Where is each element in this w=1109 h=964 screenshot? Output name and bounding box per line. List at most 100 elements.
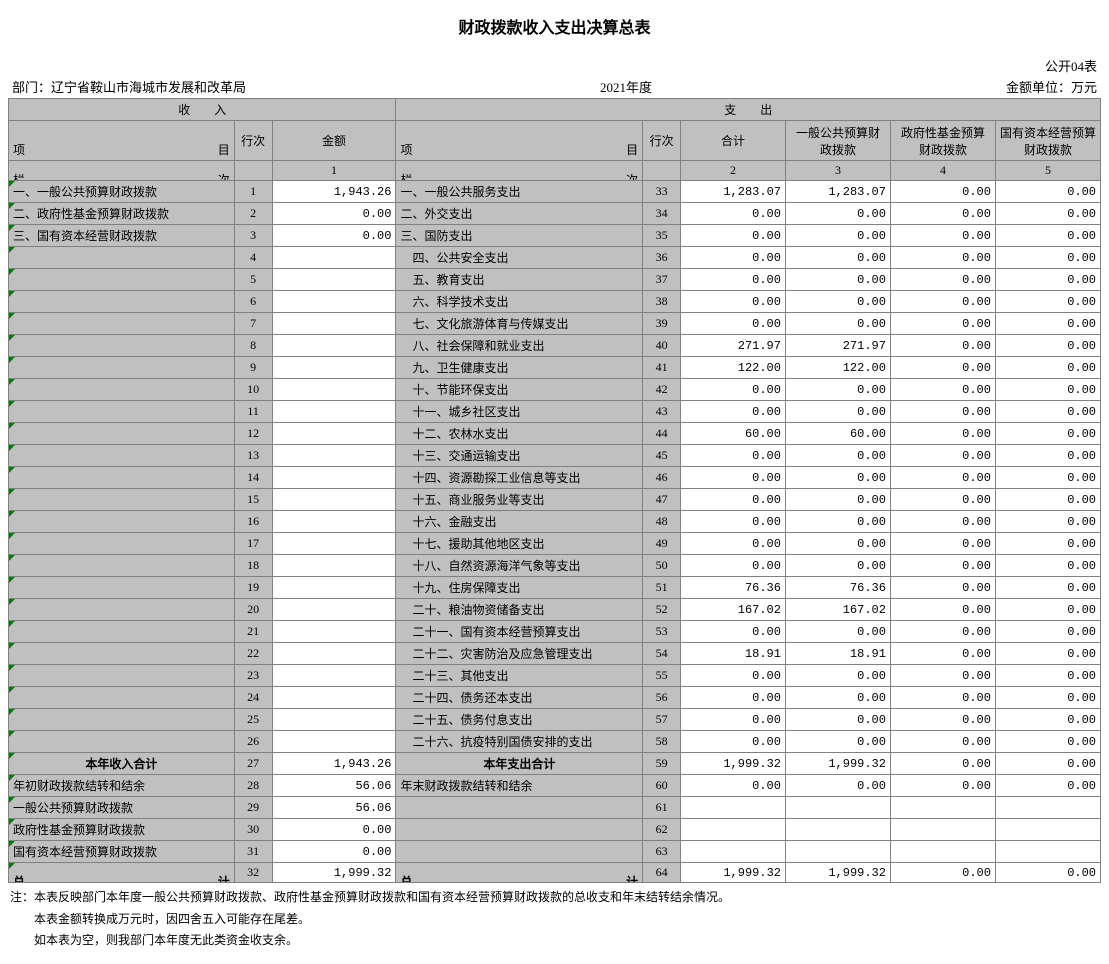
income-item-cell [9,445,235,467]
income-item-cell [9,379,235,401]
exp-value-cell: 0.00 [785,489,890,511]
column-number-row: 栏次 1 栏次 2 3 4 5 [9,161,1101,181]
income-item-cell [9,511,235,533]
exp-value-cell: 1,283.07 [785,181,890,203]
exp-value-cell: 1,999.32 [680,863,785,883]
exp-value-cell: 0.00 [785,709,890,731]
exp-item-cell: 十九、住房保障支出 [396,577,643,599]
exp-value-cell: 0.00 [785,445,890,467]
exp-value-cell: 167.02 [680,599,785,621]
exp-value-cell: 0.00 [995,533,1100,555]
exp-value-cell: 122.00 [785,357,890,379]
exp-value-cell: 0.00 [890,731,995,753]
exp-value-cell: 0.00 [995,665,1100,687]
exp-value-cell: 0.00 [785,687,890,709]
exp-value-cell [890,797,995,819]
table-row: 22 二十二、灾害防治及应急管理支出5418.9118.910.000.00 [9,643,1101,665]
income-item-cell [9,731,235,753]
exp-value-cell: 0.00 [680,203,785,225]
exp-item-cell [396,819,643,841]
exp-item-cell: 十八、自然资源海洋气象等支出 [396,555,643,577]
table-row: 9 九、卫生健康支出41122.00122.000.000.00 [9,357,1101,379]
table-row: 25 二十五、债务付息支出570.000.000.000.00 [9,709,1101,731]
exp-value-cell: 0.00 [890,335,995,357]
exp-value-cell: 0.00 [995,401,1100,423]
exp-value-cell: 0.00 [995,555,1100,577]
exp-value-cell: 0.00 [785,533,890,555]
note-line: 注：本表反映部门本年度一般公共预算财政拨款、政府性基金预算财政拨款和国有资本经营… [10,887,1099,909]
exp-item-cell: 十五、商业服务业等支出 [396,489,643,511]
exp-value-cell: 0.00 [890,863,995,883]
colnum-3: 3 [785,161,890,181]
exp-value-cell: 0.00 [680,731,785,753]
exp-rowno-cell: 50 [643,555,681,577]
exp-value-cell: 0.00 [890,379,995,401]
income-item-cell [9,709,235,731]
exp-value-cell: 0.00 [890,181,995,203]
income-amount-cell [272,357,396,379]
exp-value-cell: 0.00 [890,511,995,533]
colnum-1: 1 [272,161,396,181]
exp-value-cell: 0.00 [785,203,890,225]
income-amount-cell: 0.00 [272,819,396,841]
income-rowno-cell: 25 [234,709,272,731]
table-row: 7 七、文化旅游体育与传媒支出390.000.000.000.00 [9,313,1101,335]
note-line: 如本表为空，则我部门本年度无此类资金收支余。 [10,930,1099,952]
income-rowno-cell: 24 [234,687,272,709]
exp-value-cell: 0.00 [890,225,995,247]
exp-rowno-cell: 58 [643,731,681,753]
exp-col3-header: 一般公共预算财政拨款 [785,121,890,161]
exp-value-cell: 0.00 [995,753,1100,775]
income-item-cell: 三、国有资本经营财政拨款 [9,225,235,247]
exp-item-cell: 十二、农林水支出 [396,423,643,445]
income-amount-cell [272,555,396,577]
colnum-2: 2 [680,161,785,181]
exp-value-cell: 0.00 [995,621,1100,643]
exp-value-cell: 0.00 [680,555,785,577]
exp-value-cell: 0.00 [995,863,1100,883]
table-row: 13 十三、交通运输支出450.000.000.000.00 [9,445,1101,467]
income-rowno-cell: 18 [234,555,272,577]
column-header-row: 项目 行次 金额 项目 行次 合计 一般公共预算财政拨款 政府性基金预算财政拨款… [9,121,1101,161]
income-rowno-cell: 28 [234,775,272,797]
income-amount-cell [272,665,396,687]
income-item-cell [9,401,235,423]
exp-rowno-cell: 53 [643,621,681,643]
exp-value-cell [785,819,890,841]
income-rowno-cell: 32 [234,863,272,883]
income-amount-cell [272,709,396,731]
exp-item-cell: 四、公共安全支出 [396,247,643,269]
exp-value-cell: 0.00 [680,313,785,335]
exp-rowno-cell: 51 [643,577,681,599]
income-rowno-cell: 6 [234,291,272,313]
exp-value-cell: 0.00 [995,687,1100,709]
income-rowno-cell: 26 [234,731,272,753]
exp-value-cell: 0.00 [680,489,785,511]
income-amount-cell [272,533,396,555]
income-amount-cell [272,489,396,511]
income-item-cell: 政府性基金预算财政拨款 [9,819,235,841]
income-amount-cell [272,335,396,357]
exp-value-cell: 0.00 [785,225,890,247]
exp-value-cell: 0.00 [995,445,1100,467]
income-item-header: 项目 [9,121,235,161]
blank-colnum-2 [643,161,681,181]
income-rowno-cell: 30 [234,819,272,841]
income-rowno-header: 行次 [234,121,272,161]
exp-rowno-cell: 60 [643,775,681,797]
exp-value-cell: 0.00 [995,357,1100,379]
exp-rowno-cell: 47 [643,489,681,511]
exp-value-cell: 76.36 [680,577,785,599]
table-code: 公开04表 [8,56,1101,75]
exp-value-cell: 0.00 [785,511,890,533]
exp-value-cell [785,797,890,819]
table-row: 国有资本经营预算财政拨款310.0063 [9,841,1101,863]
exp-col5-header: 国有资本经营预算财政拨款 [995,121,1100,161]
exp-rowno-cell: 56 [643,687,681,709]
main-table: 收 入 支 出 项目 行次 金额 项目 行次 合计 一般公共预算财政拨款 政府性… [8,98,1101,883]
exp-value-cell [890,819,995,841]
table-row: 总计321,999.32总计641,999.321,999.320.000.00 [9,863,1101,883]
table-row: 12 十二、农林水支出4460.0060.000.000.00 [9,423,1101,445]
exp-total-header: 合计 [680,121,785,161]
exp-value-cell: 60.00 [785,423,890,445]
